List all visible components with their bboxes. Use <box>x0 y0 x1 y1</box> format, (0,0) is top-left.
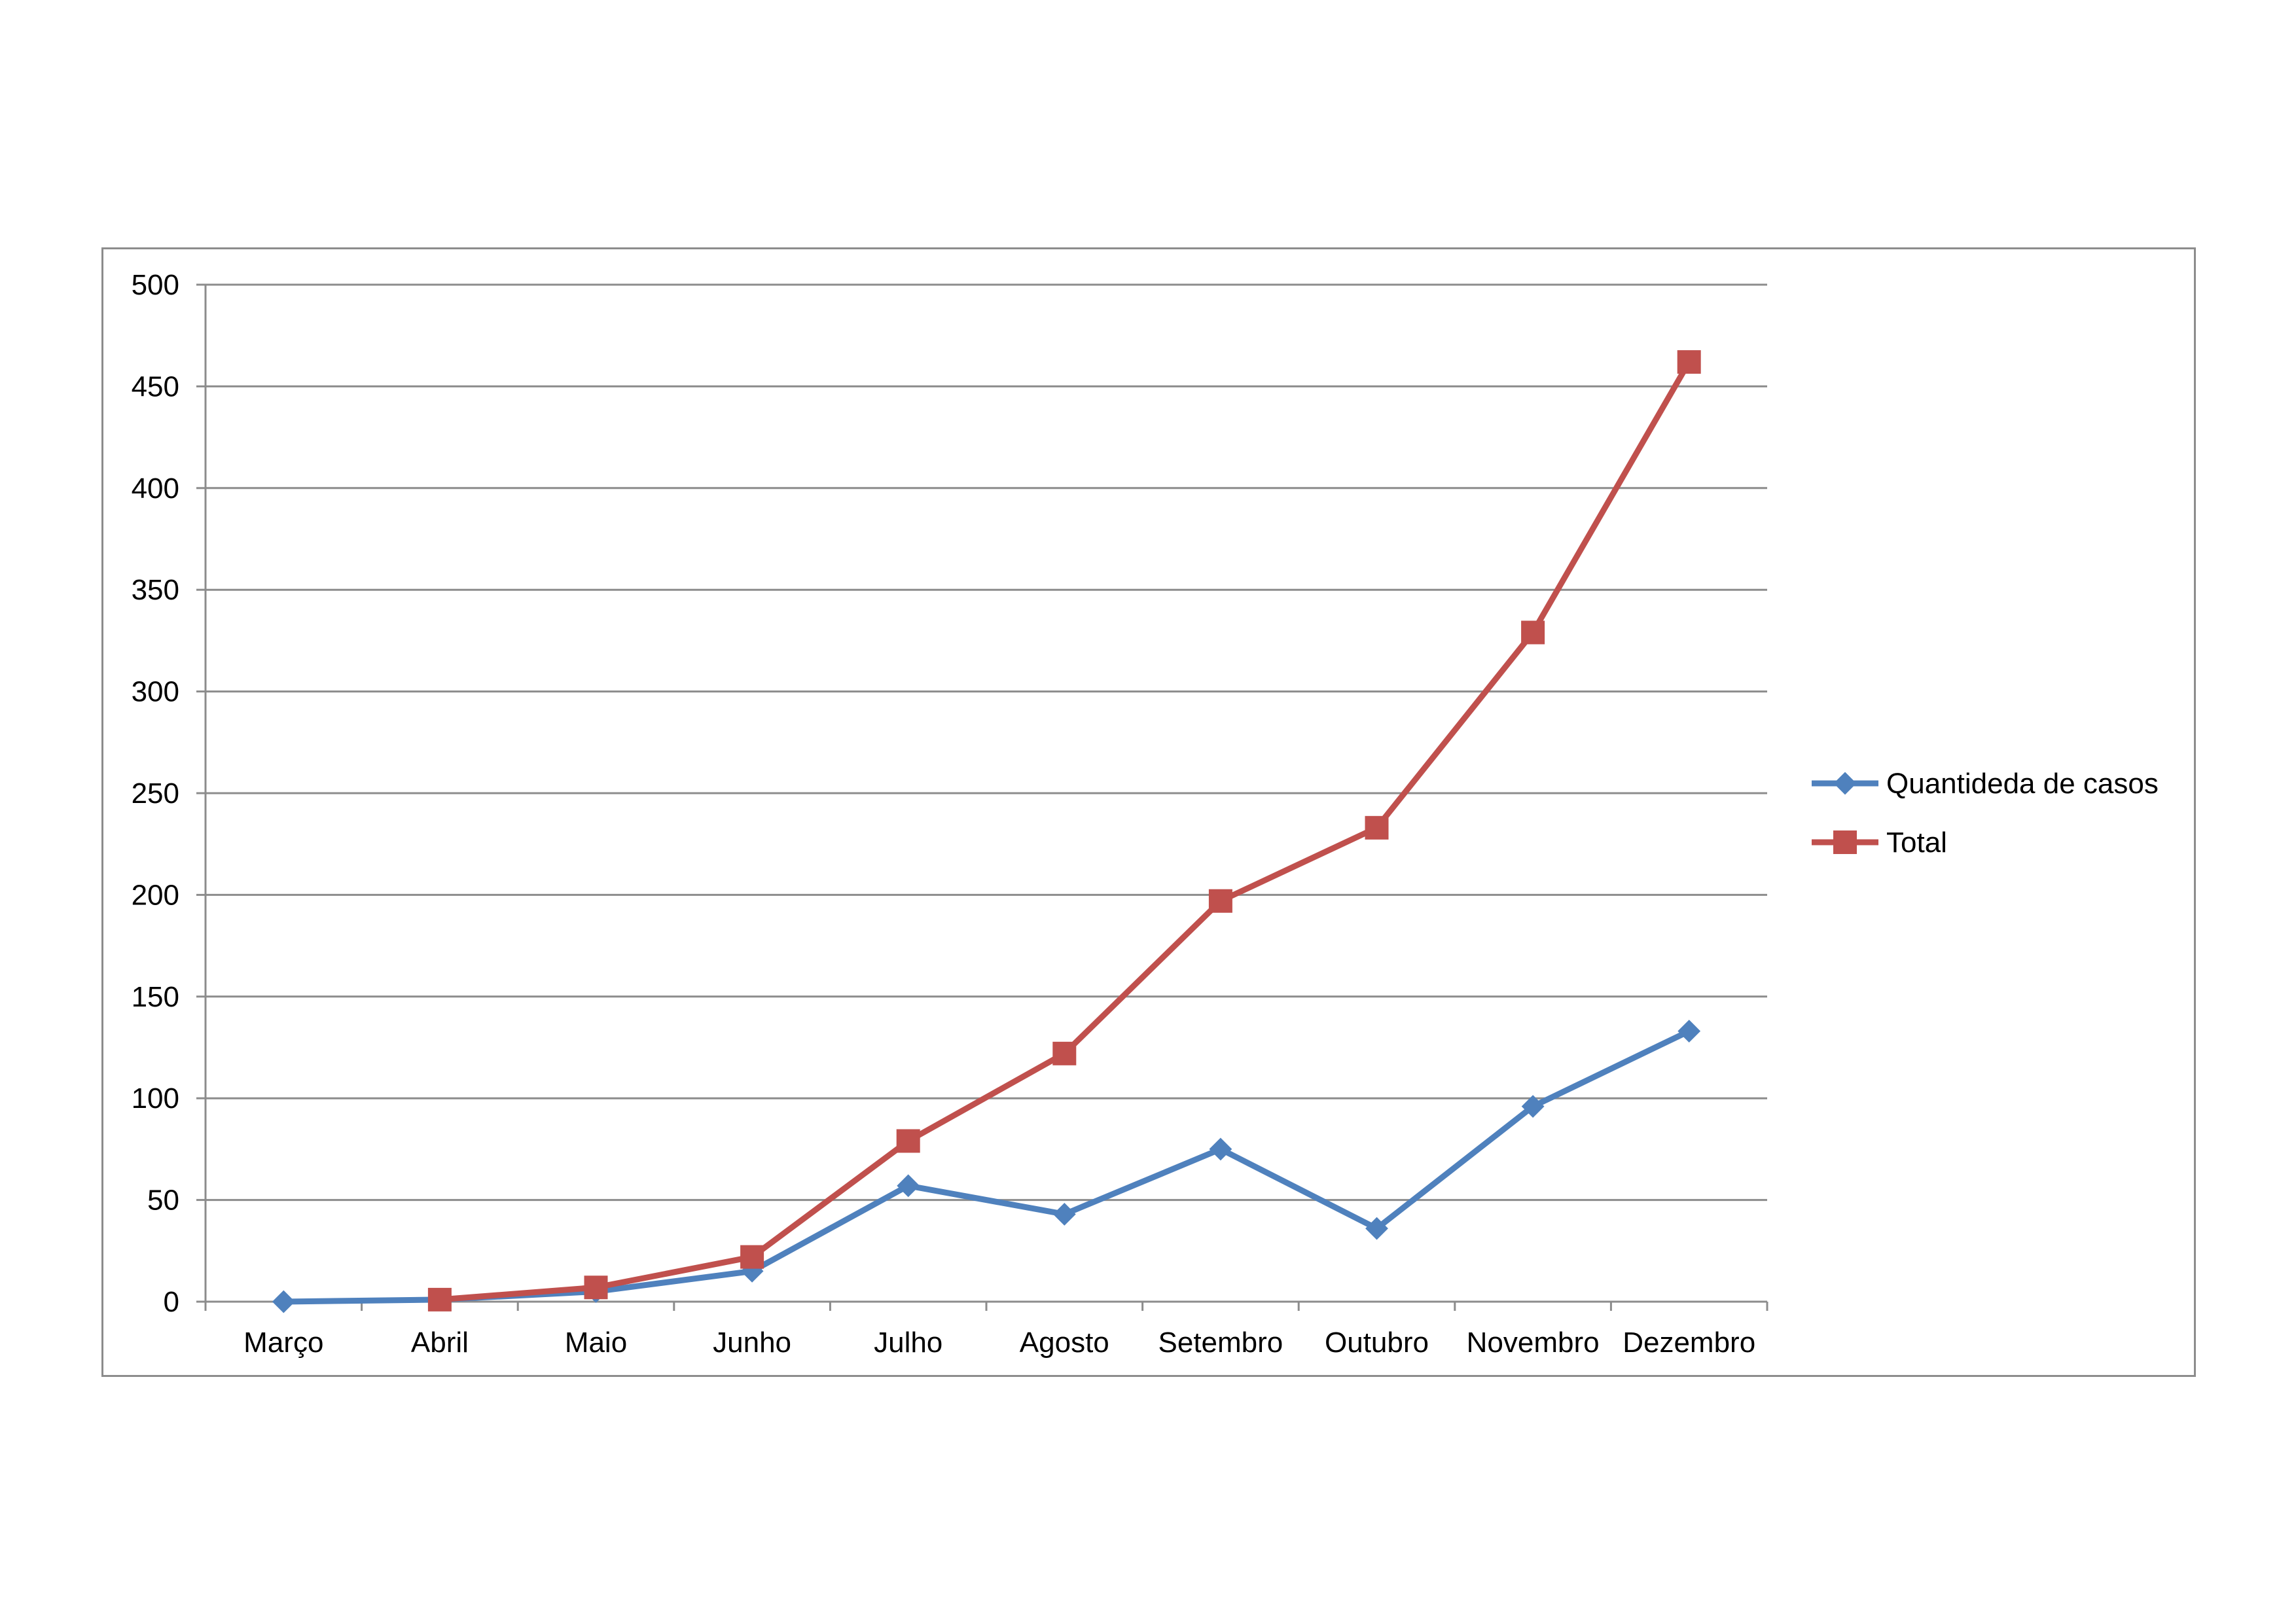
data-point <box>1521 620 1545 645</box>
x-tick-label: Junho <box>713 1327 791 1359</box>
legend-label: Quantideda de casos <box>1886 768 2159 800</box>
data-point <box>584 1275 608 1300</box>
y-tick-label: 200 <box>132 879 179 911</box>
gridlines <box>206 283 1767 1202</box>
y-tick-label: 500 <box>132 269 179 301</box>
series-line <box>280 1028 1693 1305</box>
y-tick-label: 400 <box>132 473 179 505</box>
data-point <box>272 1290 295 1313</box>
y-tick-label: 50 <box>147 1185 179 1217</box>
series-0 <box>272 1020 1701 1313</box>
series-line <box>437 359 1693 1303</box>
axes: 0 50 100 150 200 250 300 350 400 450 500 Março Abril… <box>132 269 1768 1359</box>
y-tick-label: 250 <box>132 777 179 810</box>
x-tick-label: Maio <box>565 1327 627 1359</box>
data-point <box>1208 889 1232 913</box>
legend: Quantideda de casos Total <box>1812 768 2159 859</box>
data-point <box>1052 1202 1076 1226</box>
data-point <box>897 1174 920 1198</box>
y-tick-label: 150 <box>132 981 179 1013</box>
data-point <box>1677 1020 1701 1043</box>
x-tick-label: Julho <box>874 1327 942 1359</box>
data-point <box>1521 1095 1545 1118</box>
data-point <box>1365 815 1389 840</box>
y-tick-label: 350 <box>132 574 179 606</box>
data-point <box>427 1287 452 1311</box>
data-point <box>740 1245 764 1269</box>
series-1 <box>427 350 1701 1311</box>
data-point <box>1677 350 1701 374</box>
legend-marker <box>1833 830 1857 854</box>
legend-marker <box>1833 772 1857 795</box>
x-tick-label: Agosto <box>1020 1327 1109 1359</box>
y-tick-label: 300 <box>132 676 179 708</box>
y-tick-label: 0 <box>164 1286 179 1318</box>
data-point <box>896 1129 920 1153</box>
series-lines <box>272 350 1701 1313</box>
data-point <box>1052 1041 1077 1065</box>
x-tick-label: Outubro <box>1325 1327 1429 1359</box>
data-point <box>1209 1137 1232 1161</box>
x-tick-label: Março <box>243 1327 323 1359</box>
x-tick-label: Setembro <box>1158 1327 1283 1359</box>
y-tick-label: 100 <box>132 1082 179 1115</box>
x-tick-label: Dezembro <box>1623 1327 1755 1359</box>
data-point <box>1365 1217 1388 1240</box>
y-tick-label: 450 <box>132 370 179 402</box>
x-tick-label: Novembro <box>1467 1327 1600 1359</box>
x-tick-label: Abril <box>411 1327 469 1359</box>
legend-label: Total <box>1886 827 1947 859</box>
chart-frame <box>101 247 2196 1377</box>
